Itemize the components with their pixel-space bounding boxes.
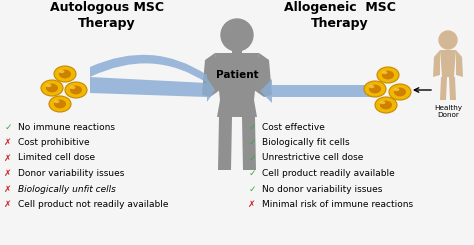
Text: No immune reactions: No immune reactions xyxy=(18,122,115,132)
Polygon shape xyxy=(254,53,272,97)
Polygon shape xyxy=(440,77,447,100)
Ellipse shape xyxy=(46,84,52,87)
Ellipse shape xyxy=(394,88,400,91)
Ellipse shape xyxy=(380,101,385,104)
Ellipse shape xyxy=(377,67,399,83)
Ellipse shape xyxy=(54,100,66,108)
Text: ✗: ✗ xyxy=(248,200,256,209)
Text: ✗: ✗ xyxy=(4,184,12,194)
Ellipse shape xyxy=(46,84,58,92)
Ellipse shape xyxy=(394,88,406,96)
Text: ✓: ✓ xyxy=(248,138,256,147)
Text: Healthy
Donor: Healthy Donor xyxy=(434,105,462,118)
Polygon shape xyxy=(207,78,215,102)
Ellipse shape xyxy=(41,80,63,96)
Ellipse shape xyxy=(382,71,394,79)
Polygon shape xyxy=(217,100,257,117)
Text: Cell product readily available: Cell product readily available xyxy=(262,169,395,178)
Ellipse shape xyxy=(382,71,387,74)
Text: Biologically fit cells: Biologically fit cells xyxy=(262,138,350,147)
Text: ✓: ✓ xyxy=(248,122,256,132)
Text: ✗: ✗ xyxy=(4,154,12,162)
Ellipse shape xyxy=(54,100,59,103)
Polygon shape xyxy=(90,77,207,97)
Polygon shape xyxy=(433,50,440,77)
Ellipse shape xyxy=(65,82,87,98)
FancyBboxPatch shape xyxy=(232,49,242,53)
Text: Cost prohibitive: Cost prohibitive xyxy=(18,138,90,147)
Text: Autologous MSC
Therapy: Autologous MSC Therapy xyxy=(50,1,164,30)
Text: Biologically unfit cells: Biologically unfit cells xyxy=(18,184,116,194)
Text: ✗: ✗ xyxy=(4,138,12,147)
Ellipse shape xyxy=(369,85,381,93)
Polygon shape xyxy=(456,50,463,77)
Text: ✓: ✓ xyxy=(4,122,12,132)
Ellipse shape xyxy=(380,101,392,110)
Text: Donor variability issues: Donor variability issues xyxy=(18,169,124,178)
Ellipse shape xyxy=(369,85,374,88)
Text: Limited cell dose: Limited cell dose xyxy=(18,154,95,162)
Ellipse shape xyxy=(389,84,411,100)
Polygon shape xyxy=(272,85,375,97)
Polygon shape xyxy=(218,117,232,170)
Polygon shape xyxy=(440,50,456,77)
Ellipse shape xyxy=(54,66,76,82)
Polygon shape xyxy=(449,77,456,100)
Text: Minimal risk of immune reactions: Minimal risk of immune reactions xyxy=(262,200,413,209)
Polygon shape xyxy=(202,53,220,97)
Text: ✓: ✓ xyxy=(248,169,256,178)
Text: Patient: Patient xyxy=(216,70,258,80)
Circle shape xyxy=(221,19,253,51)
PathPatch shape xyxy=(90,55,207,83)
Text: Unrestrictive cell dose: Unrestrictive cell dose xyxy=(262,154,364,162)
Text: Cell product not readily available: Cell product not readily available xyxy=(18,200,168,209)
Polygon shape xyxy=(260,79,272,103)
Ellipse shape xyxy=(49,96,71,112)
Ellipse shape xyxy=(364,81,386,97)
Circle shape xyxy=(439,31,457,49)
Ellipse shape xyxy=(70,86,82,94)
Text: Cost effective: Cost effective xyxy=(262,122,325,132)
Ellipse shape xyxy=(70,86,75,89)
Text: ✓: ✓ xyxy=(248,184,256,194)
Ellipse shape xyxy=(59,70,71,78)
Text: ✗: ✗ xyxy=(4,169,12,178)
Text: ✓: ✓ xyxy=(248,154,256,162)
Ellipse shape xyxy=(59,70,64,73)
Polygon shape xyxy=(242,117,256,170)
Text: Allogeneic  MSC
Therapy: Allogeneic MSC Therapy xyxy=(284,1,396,30)
Text: No donor variability issues: No donor variability issues xyxy=(262,184,383,194)
Ellipse shape xyxy=(375,97,397,113)
Polygon shape xyxy=(215,53,259,100)
Text: ✗: ✗ xyxy=(4,200,12,209)
